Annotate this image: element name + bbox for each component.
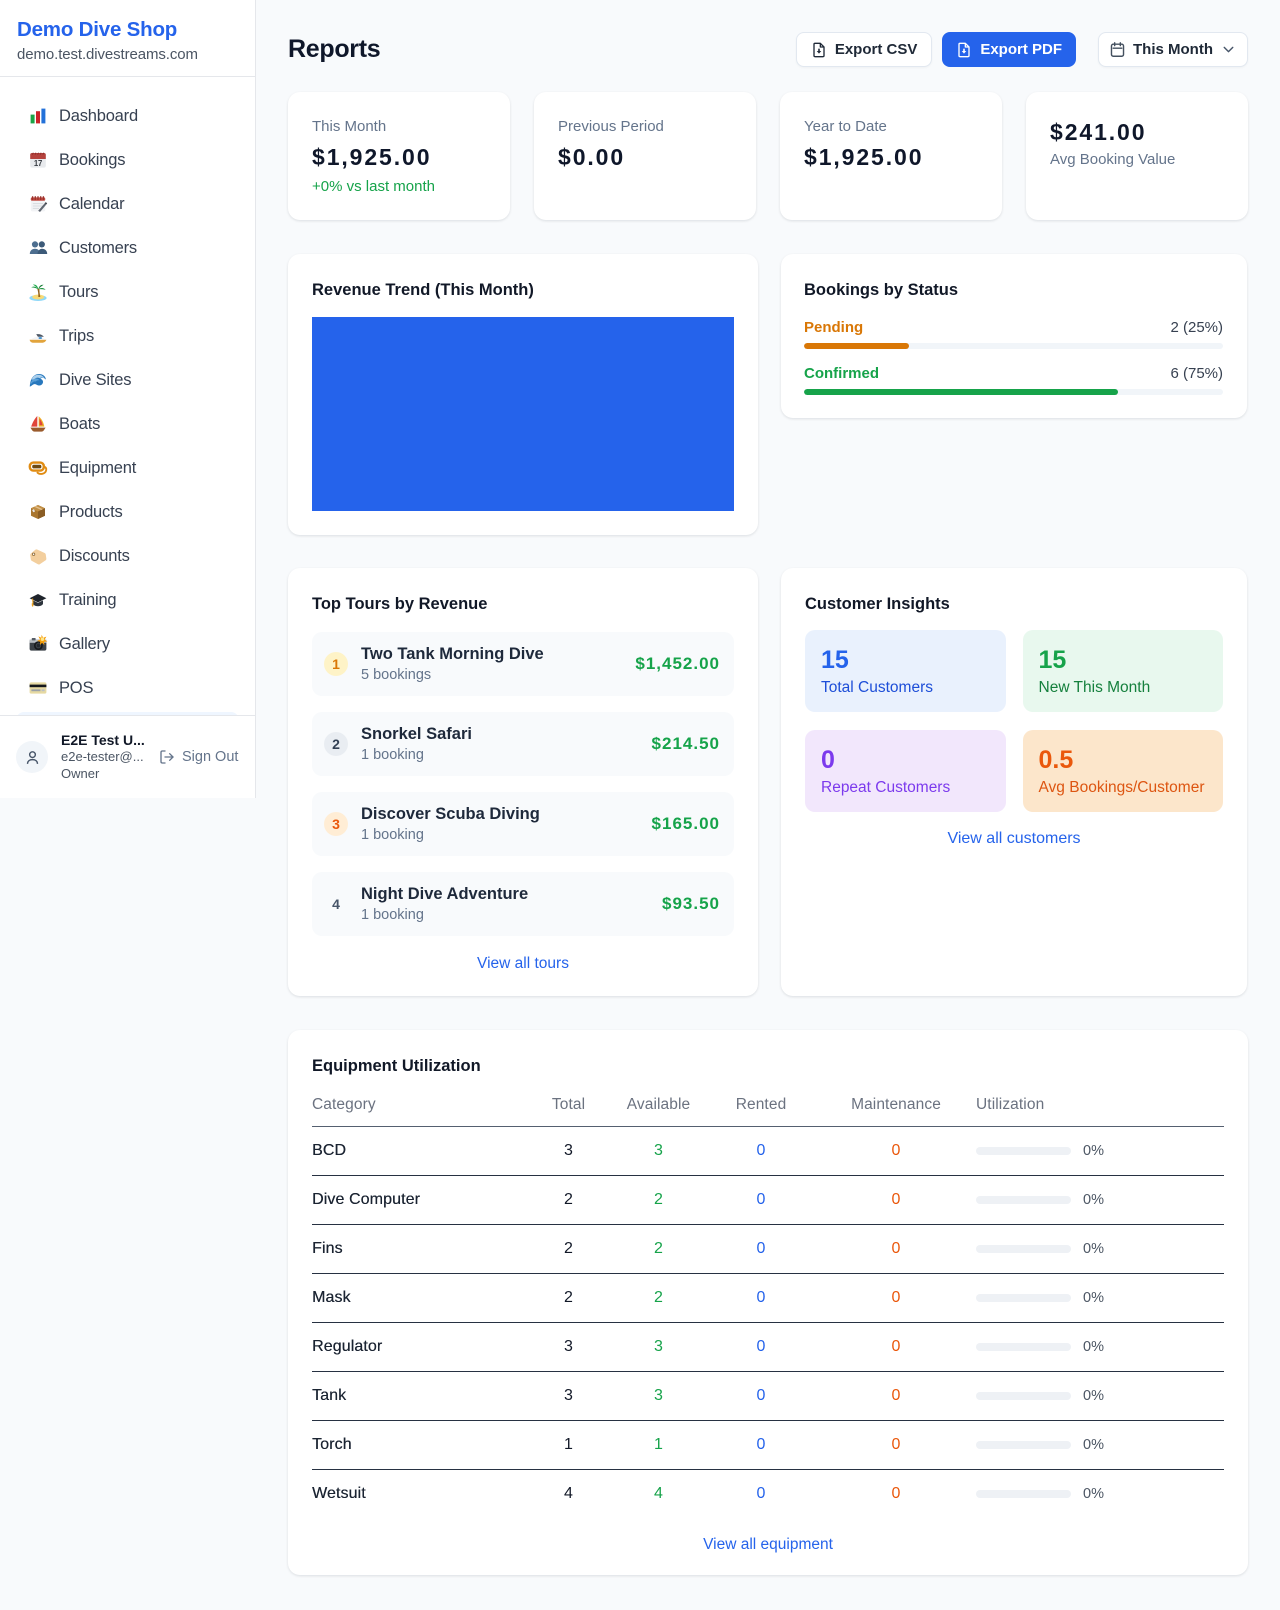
svg-text:17: 17 [34, 159, 42, 168]
